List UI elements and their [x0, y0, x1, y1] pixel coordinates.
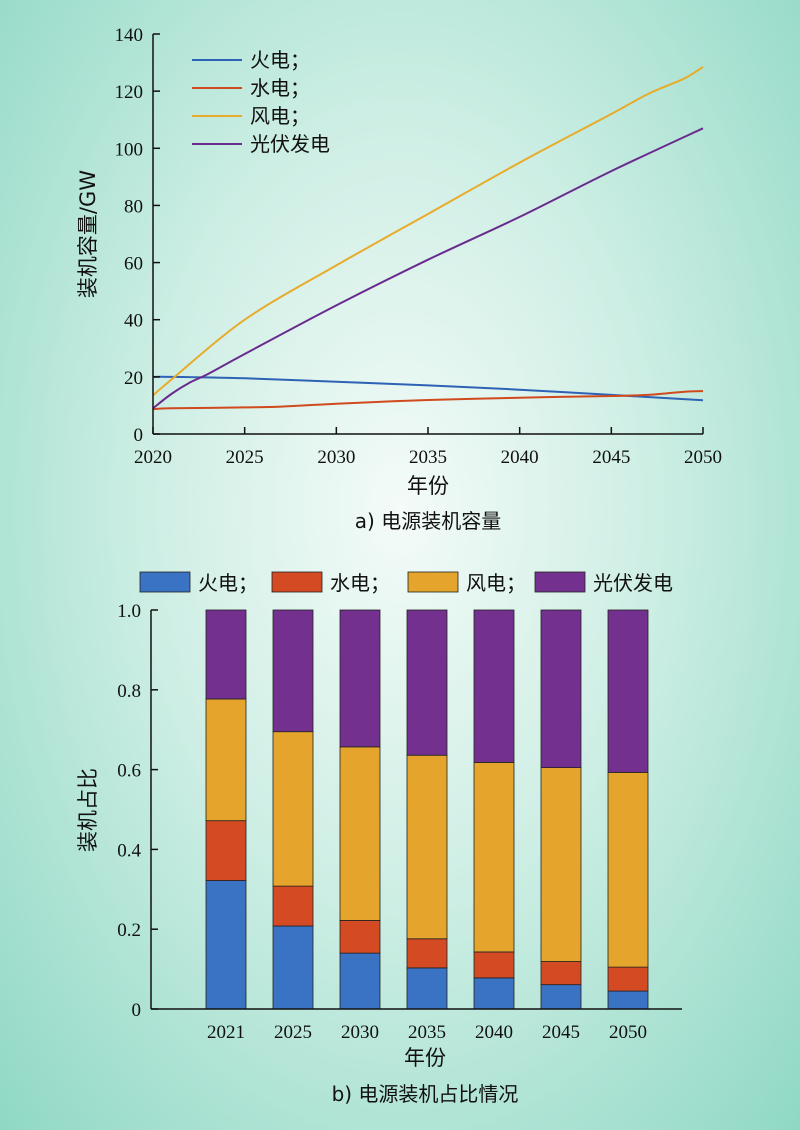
series-line: [152, 390, 704, 411]
share-stacked-bar-chart: 火电； 水电； 风电； 光伏发电 00.20.40.60.81.0 2021 2025 2…: [76, 571, 682, 1106]
bar-segment: [607, 609, 649, 773]
bar-segment: [540, 767, 582, 962]
legend-swatch: [271, 571, 323, 593]
y-tick-label: 60: [124, 254, 143, 275]
x-tick-label: 2045: [592, 447, 630, 468]
legend-label: 光伏发电: [250, 132, 330, 156]
bar-segment: [205, 698, 247, 822]
y-tick-group: 0 20 40 60 80 100 120 140: [115, 25, 160, 446]
series-line: [152, 127, 704, 410]
bar-segment: [205, 609, 247, 700]
x-tick-label: 2040: [475, 1022, 513, 1043]
x-tick-label: 2030: [317, 447, 355, 468]
bar-segment: [339, 920, 381, 954]
chart-caption: a) 电源装机容量: [355, 509, 501, 533]
y-tick-label: 0.2: [117, 920, 141, 941]
y-tick-label: 140: [115, 25, 144, 46]
legend-label: 风电；: [250, 104, 310, 128]
legend-swatch: [534, 571, 586, 593]
bar-segment: [540, 609, 582, 769]
legend-label: 水电；: [250, 76, 310, 100]
x-tick-group: 2020 2025 2030 2035 2040 2045 2050: [134, 427, 722, 468]
y-tick-label: 20: [124, 368, 143, 389]
x-tick-label: 2020: [134, 447, 172, 468]
series-line: [152, 375, 704, 402]
legend: 火电； 水电； 风电； 光伏发电: [192, 48, 330, 156]
x-tick-label: 2040: [501, 447, 539, 468]
y-tick-label: 120: [115, 82, 144, 103]
legend-label: 水电；: [330, 571, 390, 595]
y-tick-label: 0.6: [117, 761, 141, 782]
bar-segment: [473, 977, 515, 1010]
x-tick-label: 2050: [609, 1022, 647, 1043]
y-tick-group: 0 0.2 0.4 0.6 0.8 1.0: [117, 601, 158, 1021]
bar-segment: [406, 938, 448, 969]
bar-segment: [473, 951, 515, 979]
y-tick-label: 0.4: [117, 840, 141, 861]
bar-segment: [406, 967, 448, 1010]
legend-label: 火电；: [250, 48, 310, 72]
bar-segment: [473, 609, 515, 763]
y-tick-label: 40: [124, 311, 143, 332]
legend-swatch: [139, 571, 191, 593]
x-tick-group: 2021 2025 2030 2035 2040 2045 2050: [207, 1022, 647, 1043]
x-tick-label: 2045: [542, 1022, 580, 1043]
bar-segment: [272, 609, 314, 733]
legend-label: 火电；: [198, 571, 258, 595]
bar-segment: [339, 952, 381, 1010]
bar-segment: [473, 762, 515, 953]
legend: 火电； 水电； 风电； 光伏发电: [139, 571, 673, 595]
x-tick-label: 2035: [409, 447, 447, 468]
bar-segment: [406, 754, 448, 940]
x-axis-title: 年份: [404, 1046, 446, 1070]
x-tick-label: 2025: [274, 1022, 312, 1043]
x-tick-label: 2030: [341, 1022, 379, 1043]
x-tick-label: 2050: [684, 447, 722, 468]
bar-segment: [205, 820, 247, 881]
legend-label: 光伏发电: [593, 571, 673, 595]
bar-segment: [607, 990, 649, 1010]
x-tick-label: 2035: [408, 1022, 446, 1043]
y-tick-label: 80: [124, 196, 143, 217]
x-tick-label: 2025: [226, 447, 264, 468]
bar-segment: [339, 746, 381, 921]
bar-segment: [205, 880, 247, 1010]
x-axis-title: 年份: [407, 474, 449, 498]
chart-caption: b) 电源装机占比情况: [332, 1082, 519, 1106]
y-tick-label: 0.8: [117, 681, 141, 702]
bar-segment: [540, 984, 582, 1010]
bar-segment: [272, 885, 314, 927]
y-tick-label: 100: [115, 139, 144, 160]
bar-segment: [607, 966, 649, 992]
y-tick-label: 0: [134, 425, 144, 446]
legend-swatch: [407, 571, 459, 593]
legend-label: 风电；: [466, 571, 526, 595]
bar-segment: [540, 961, 582, 986]
bar-segment: [339, 609, 381, 748]
line-series-group: [152, 66, 704, 411]
y-tick-label: 1.0: [117, 601, 141, 622]
bar-segment: [272, 925, 314, 1010]
series-line: [152, 66, 704, 397]
bar-segment: [406, 609, 448, 756]
y-axis-title: 装机容量/GW: [76, 170, 100, 298]
x-tick-label: 2021: [207, 1022, 245, 1043]
y-tick-label: 0: [132, 1000, 142, 1021]
y-axis-title: 装机占比: [76, 768, 100, 852]
bar-group: [205, 609, 649, 1010]
bar-segment: [607, 771, 649, 968]
bar-segment: [272, 731, 314, 887]
